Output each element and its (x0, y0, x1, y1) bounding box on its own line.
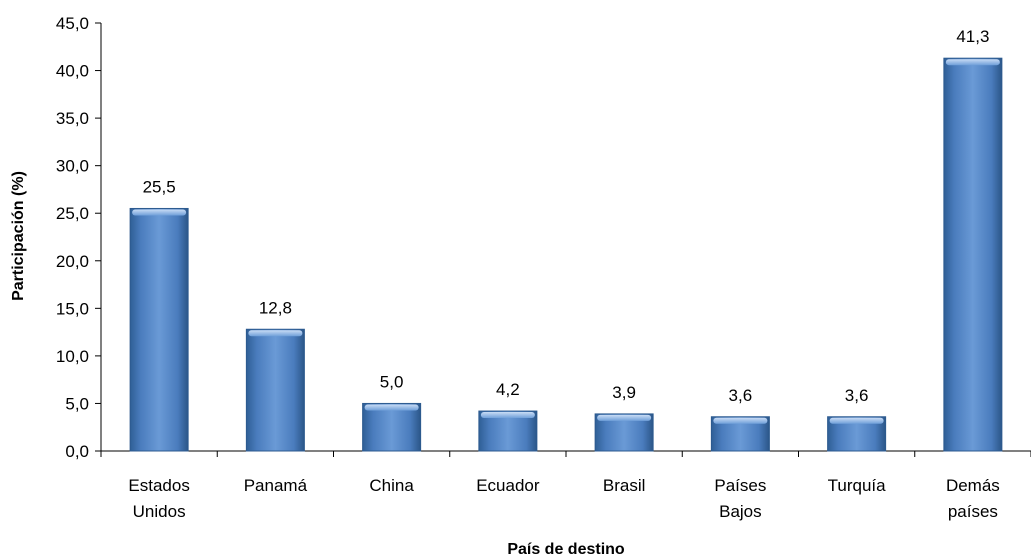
bar-cap (597, 414, 652, 421)
bar (478, 410, 538, 452)
y-tick-label: 20,0 (56, 252, 89, 271)
y-tick-label: 0,0 (65, 442, 89, 461)
x-category-label: Ecuador (476, 476, 540, 495)
bar-body (129, 207, 189, 452)
bar-data-label: 41,3 (956, 27, 989, 46)
x-axis: Estados Unidos Panamá China Ecuador Brasil Paí… (100, 450, 1031, 521)
x-category-label: países (948, 502, 998, 521)
bar-data-label: 3,9 (612, 383, 636, 402)
y-tick-label: 15,0 (56, 299, 89, 318)
bar-cap (364, 404, 419, 411)
x-category-label: Demás (946, 476, 1000, 495)
data-labels: 25,5 12,8 5,0 4,2 3,9 3,6 3,6 41,3 (143, 27, 990, 405)
y-tick-label: 10,0 (56, 347, 89, 366)
x-category-label: Turquía (828, 476, 887, 495)
y-tick-label: 5,0 (65, 394, 89, 413)
bar-data-label: 12,8 (259, 298, 292, 317)
y-tick-label: 30,0 (56, 157, 89, 176)
bar-body (245, 328, 305, 452)
bar-cap (132, 209, 187, 216)
bar-data-label: 25,5 (143, 177, 176, 196)
x-category-label: Unidos (133, 502, 186, 521)
bar-data-label: 5,0 (380, 372, 404, 391)
y-tick-label: 25,0 (56, 204, 89, 223)
y-tick-label: 45,0 (56, 14, 89, 33)
bar-data-label: 3,6 (845, 386, 869, 405)
bar-cap (713, 417, 768, 424)
x-category-label: Brasil (603, 476, 646, 495)
x-category-label: Bajos (719, 502, 762, 521)
x-axis-title: País de destino (507, 541, 625, 558)
bar (710, 416, 770, 452)
bar (245, 328, 305, 452)
bar (594, 413, 654, 452)
x-category-label: China (369, 476, 414, 495)
bar-data-label: 3,6 (729, 386, 753, 405)
bar (129, 207, 189, 452)
bar-body (943, 57, 1003, 452)
bar (827, 416, 887, 452)
bar (362, 402, 422, 452)
bars (129, 57, 1003, 452)
bar-cap (248, 330, 303, 337)
y-tick-label: 40,0 (56, 62, 89, 81)
x-category-label: Estados (128, 476, 189, 495)
bar-cap (480, 412, 535, 419)
bar-cap (829, 417, 884, 424)
bar-data-label: 4,2 (496, 380, 520, 399)
y-axis-title: Participación (%) (10, 171, 27, 301)
bar (943, 57, 1003, 452)
x-category-label: Panamá (244, 476, 308, 495)
y-tick-label: 35,0 (56, 109, 89, 128)
x-category-label: Países (714, 476, 766, 495)
bar-body (362, 402, 422, 452)
y-axis: 0,0 5,0 10,0 15,0 20,0 25,0 30,0 35,0 40,0 45,0 (56, 14, 102, 461)
bar-cap (945, 59, 1000, 66)
